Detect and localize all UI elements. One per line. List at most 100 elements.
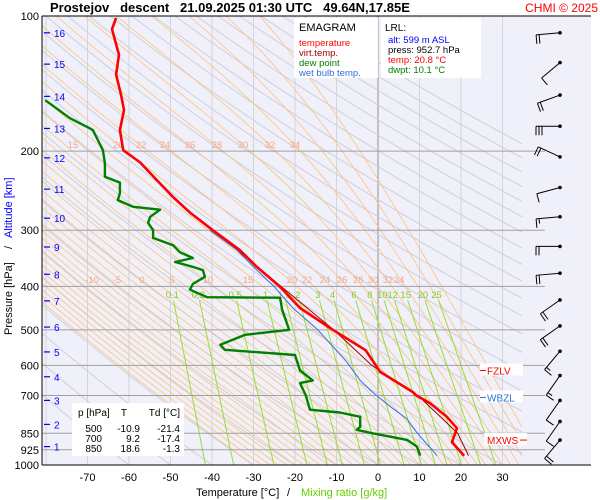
lrl-title: LRL: [385, 23, 406, 34]
x-tick-label: 0 [375, 472, 381, 484]
dry-adiabat-line [42, 69, 522, 392]
moist-adiabat-line [259, 16, 522, 428]
wind-barb-flag [544, 458, 552, 465]
wind-barb [535, 271, 562, 285]
wind-barb [545, 398, 562, 426]
mixing-ratio-label: 3 [315, 290, 320, 301]
wind-barb-flag [545, 394, 554, 401]
adiabat-label: 34 [290, 140, 301, 151]
x-tick-label: 30 [496, 472, 508, 484]
wind-barb-staff [544, 350, 561, 370]
altitude-tick-label: 10 [54, 214, 66, 225]
adiabat-label: 10 [203, 275, 214, 286]
mixing-ratio-label: 1 [263, 290, 268, 301]
y-axis-title: Pressure [hPa] [3, 262, 15, 335]
wind-barb-flag [542, 337, 549, 346]
altitude-tick-label: 15 [54, 60, 66, 71]
dry-adiabat-line [45, 16, 522, 335]
mixing-ratio-label: 4 [330, 290, 335, 301]
wind-barb-flag [536, 103, 541, 112]
altitude-tick-label: 14 [54, 92, 66, 103]
altitude-tick-label: 5 [54, 348, 60, 359]
stats-header-t: T [121, 408, 127, 419]
adiabat-label: 15 [243, 275, 254, 286]
altitude-tick-label: 6 [54, 323, 60, 334]
dry-adiabat-line [153, 16, 522, 249]
wind-barb [545, 419, 562, 447]
wind-barb-staff [545, 375, 561, 396]
wind-barb-flag [542, 311, 549, 320]
dry-adiabat-line [110, 16, 522, 282]
stats-cell: 500 [85, 424, 102, 435]
mixing-ratio-line [319, 300, 365, 465]
mixing-ratio-label: 25 [431, 290, 442, 301]
dry-adiabat-line [67, 16, 522, 317]
stats-cell: -17.4 [157, 434, 180, 445]
stats-cell: -21.4 [157, 424, 180, 435]
mixing-ratio-label: 0.5 [229, 290, 242, 301]
wind-barb [544, 438, 562, 465]
wind-barb [536, 185, 562, 203]
lrl-box [381, 18, 481, 78]
mixing-ratio-label: 6 [351, 290, 356, 301]
mixing-ratio-line [394, 300, 448, 465]
wind-barb-staff [538, 146, 561, 158]
wind-barb [541, 60, 562, 86]
mixing-ratio-line [424, 300, 482, 465]
mixing-ratio-label: 2 [295, 290, 300, 301]
lrl-alt: alt: 599 m ASL [388, 35, 450, 46]
x-tick-label: -50 [163, 472, 179, 484]
altitude-tick-label: 9 [54, 243, 60, 254]
stats-header-td: Td [°C] [149, 408, 180, 419]
lrl-dwpt: dwpt: 10.1 °C [388, 65, 445, 76]
altitude-tick-label: 12 [54, 154, 66, 165]
x-tick-label: 20 [455, 472, 467, 484]
x-tick-label: -70 [80, 472, 96, 484]
adiabat-label: 22 [136, 140, 147, 151]
mixing-ratio-line [266, 300, 308, 465]
wind-barb-flag [545, 440, 554, 447]
wind-barb-flag [533, 146, 539, 156]
wind-barb-flag [547, 392, 553, 397]
dry-adiabat-line [217, 16, 522, 202]
altitude-tick-label: 3 [54, 396, 60, 407]
y-tick-label: 600 [21, 360, 39, 372]
stats-cell: 700 [85, 434, 102, 445]
series-wet-bulb-temp [209, 229, 438, 456]
legend-box [294, 18, 378, 78]
altitude-tick-label: 2 [54, 420, 60, 431]
wind-barb-flag [535, 275, 538, 285]
level-label-fzlv: FZLV [487, 367, 511, 378]
y-tick-label: 850 [21, 428, 39, 440]
copyright: CHMI © 2025 [525, 1, 598, 15]
mixing-ratio-line [199, 300, 235, 465]
y-tick-label: 500 [21, 325, 39, 337]
level-label-mxws: MXWS [487, 436, 518, 447]
adiabat-label: 30 [368, 275, 379, 286]
wind-barb-flag [539, 339, 546, 348]
wind-barb [544, 349, 562, 376]
wind-barb-staff [536, 187, 561, 195]
wind-barb-flag [535, 34, 538, 44]
x-tick-label: -60 [121, 472, 137, 484]
stats-table [72, 403, 184, 456]
legend-dew-point: dew point [299, 58, 340, 69]
mixing-ratio-label: 15 [400, 290, 411, 301]
wind-barb-staff [545, 421, 561, 442]
wind-barb [535, 31, 562, 44]
dry-adiabat-line [42, 49, 522, 372]
mixing-ratio-line [383, 300, 436, 465]
adiabat-label: 20 [113, 140, 124, 151]
wind-barb [535, 214, 562, 228]
adiabat-label: 22 [302, 275, 313, 286]
x-tick-label: -40 [204, 472, 220, 484]
legend-temperature: temperature [299, 38, 350, 49]
mixing-ratio-label: 0.1 [166, 290, 179, 301]
x-tick-label: -20 [287, 472, 303, 484]
x-axis-title: Temperature [°C] [196, 487, 279, 499]
plot-background [42, 16, 591, 465]
wind-barb [535, 124, 562, 136]
x-tick-label: -30 [246, 472, 262, 484]
series-dew-point [44, 99, 422, 456]
